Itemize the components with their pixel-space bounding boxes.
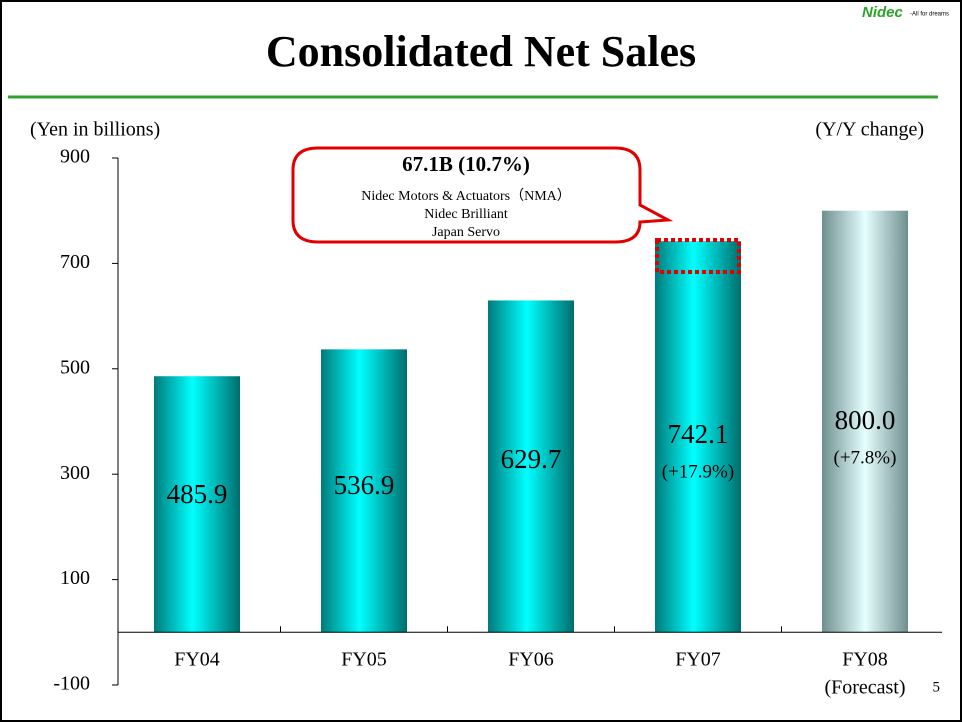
plot: -100 100 300 500 700 900 485.9 FY04 536.9 FY05 629… xyxy=(53,146,942,699)
value-label: 800.0 xyxy=(835,405,896,435)
y-tick-label: 500 xyxy=(60,356,90,378)
y-axis-label: (Yen in billions) xyxy=(30,119,160,141)
y-tick-label: 300 xyxy=(60,462,90,484)
x-tick-label: FY08 xyxy=(842,649,888,671)
callout-headline: 67.1B (10.7%) xyxy=(402,152,530,176)
change-label: (+17.9%) xyxy=(662,461,734,482)
y2-axis-label: (Y/Y change) xyxy=(815,119,924,141)
y-tick-label: -100 xyxy=(53,673,90,695)
value-label: 629.7 xyxy=(501,444,562,474)
value-label: 742.1 xyxy=(668,419,729,449)
y-tick-label: 700 xyxy=(60,251,90,273)
callout-line: Nidec Motors & Actuators（NMA） xyxy=(361,188,571,204)
y-tick-label: 100 xyxy=(60,567,90,589)
x-tick-label: FY06 xyxy=(508,649,554,671)
callout-line: Japan Servo xyxy=(432,225,500,240)
bar xyxy=(822,210,908,633)
value-label: 485.9 xyxy=(167,479,228,509)
page-number: 5 xyxy=(933,679,941,695)
callout-line: Nidec Brilliant xyxy=(424,207,508,222)
chart-title: Consolidated Net Sales xyxy=(266,27,696,76)
y-tick-label: 900 xyxy=(60,146,90,168)
value-label: 536.9 xyxy=(334,470,395,500)
x-tick-label: FY04 xyxy=(174,649,220,671)
bar xyxy=(154,376,240,633)
bar xyxy=(655,241,741,633)
x-tick-note: (Forecast) xyxy=(824,677,905,699)
logo-brand: Nidec xyxy=(862,4,904,21)
logo-tagline: -All for dreams xyxy=(910,12,949,18)
bar xyxy=(321,349,407,633)
x-tick-label: FY05 xyxy=(341,649,387,671)
callout xyxy=(291,146,674,244)
x-tick-label: FY07 xyxy=(675,649,721,671)
change-label: (+7.8%) xyxy=(834,447,897,468)
bar xyxy=(488,300,574,633)
acquisition-highlight xyxy=(655,238,741,274)
